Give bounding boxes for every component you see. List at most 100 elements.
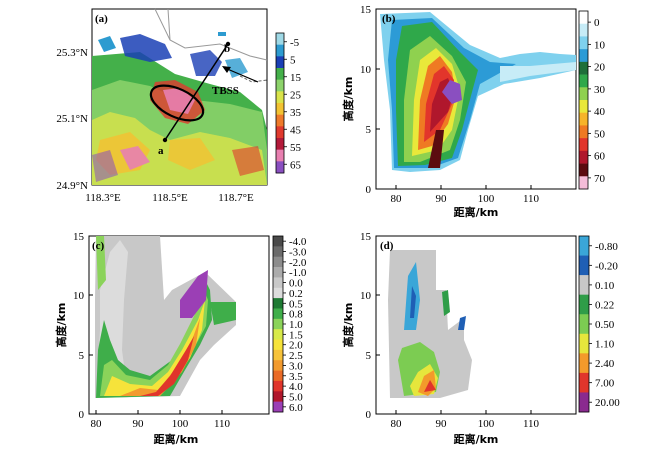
x-tick-label: 90 <box>133 418 145 430</box>
colorbar-label: 3.0 <box>289 360 303 372</box>
cell-dot <box>218 32 226 36</box>
panel-c-ylabel: 高度/km <box>54 303 68 348</box>
colorbar-label: 50 <box>594 128 606 140</box>
x-tick-label: 80 <box>391 193 403 205</box>
colorbar-swatch <box>273 349 283 361</box>
colorbar-swatch <box>276 138 284 150</box>
colorbar-label: 2.5 <box>289 350 303 362</box>
panel-c: (c) 80 90 100 110 0 5 10 15 距离/km 高度/km -4.0-3.… <box>54 231 307 446</box>
colorbar-label: 60 <box>594 151 606 163</box>
colorbar-swatch <box>276 91 284 104</box>
panel-a: (a) a b TBSS 25.3°N 25.1°N 24.9°N 118.3°… <box>56 8 302 204</box>
colorbar-swatch <box>579 255 589 276</box>
colorbar-swatch <box>276 79 284 92</box>
colorbar-label: 55 <box>290 142 302 154</box>
panel-a-label: (a) <box>95 13 108 25</box>
colorbar-label: 0 <box>594 17 600 29</box>
colorbar-label: 25 <box>290 89 302 101</box>
colorbar-a: -5 5 15 25 35 45 55 65 <box>275 32 302 174</box>
x-tick-label: 100 <box>478 418 495 430</box>
panel-c-axes: 80 90 100 110 0 5 10 15 <box>73 231 231 430</box>
colorbar-swatch <box>276 103 284 115</box>
panel-b-echo <box>380 12 576 172</box>
colorbar-swatch <box>579 112 588 126</box>
colorbar-label: 0.22 <box>595 299 614 311</box>
colorbar-swatch <box>579 11 588 25</box>
colorbar-swatch <box>276 126 284 139</box>
x-tick-label: 100 <box>172 418 189 430</box>
y-tick-label: 5 <box>366 350 372 362</box>
colorbar-swatch <box>579 314 589 335</box>
y-tick-label: 10 <box>360 64 372 76</box>
colorbar-label: 0.5 <box>289 298 303 310</box>
panel-c-xlabel: 距离/km <box>154 432 199 446</box>
colorbar-swatch <box>273 236 283 247</box>
panel-d-axes: 80 90 100 110 0 5 10 15 <box>360 231 540 430</box>
colorbar-swatch <box>273 380 283 392</box>
colorbar-swatch <box>273 370 283 382</box>
tbss-ellipse <box>149 84 205 122</box>
point-b-marker <box>225 41 231 47</box>
colorbar-swatch <box>273 360 283 371</box>
colorbar-swatch <box>579 392 589 413</box>
colorbar-label: -1.0 <box>289 267 307 279</box>
colorbar-swatch <box>273 308 283 320</box>
colorbar-label: 30 <box>594 84 606 96</box>
colorbar-b: 0 10 20 30 40 50 60 70 <box>578 10 606 190</box>
y-tick-label: 15 <box>73 231 85 243</box>
colorbar-label: 5.0 <box>289 391 303 403</box>
panel-d-xlabel: 距离/km <box>454 432 499 446</box>
y-tick-label: 0 <box>366 184 372 196</box>
colorbar-c: -4.0-3.0-2.0-1.00.00.20.50.81.01.52.02.5… <box>272 235 307 414</box>
colorbar-swatch <box>579 23 588 37</box>
colorbar-swatch <box>273 318 283 330</box>
colorbar-label: 0.2 <box>289 288 303 300</box>
colorbar-label: 1.10 <box>595 339 615 351</box>
panel-c-field <box>95 236 236 398</box>
colorbar-label: 2.0 <box>289 340 303 352</box>
colorbar-label: 15 <box>290 72 302 84</box>
colorbar-swatch <box>276 56 284 69</box>
colorbar-swatch <box>579 353 589 374</box>
lon-tick: 118.3°E <box>85 192 121 204</box>
point-a-label: a <box>158 145 164 157</box>
colorbar-swatch <box>579 176 588 190</box>
lon-tick: 118.5°E <box>152 192 188 204</box>
colorbar-swatch <box>579 36 588 50</box>
colorbar-swatch <box>579 87 588 101</box>
lon-tick: 118.7°E <box>218 192 254 204</box>
colorbar-swatch <box>579 333 589 354</box>
x-tick-label: 80 <box>391 418 403 430</box>
colorbar-swatch <box>579 125 588 139</box>
x-tick-label: 110 <box>523 418 540 430</box>
colorbar-swatch <box>579 163 588 177</box>
colorbar-swatch <box>579 150 588 164</box>
tbss-annotation: TBSS <box>212 85 239 97</box>
x-tick-label: 110 <box>214 418 231 430</box>
colorbar-swatch <box>273 256 283 268</box>
colorbar-label: 20.00 <box>595 397 620 409</box>
colorbar-swatch <box>276 44 284 57</box>
y-tick-label: 15 <box>360 4 372 16</box>
y-tick-label: 10 <box>360 290 372 302</box>
colorbar-label: 0.0 <box>289 278 303 290</box>
colorbar-swatch <box>276 149 284 162</box>
colorbar-label: -2.0 <box>289 257 307 269</box>
colorbar-swatch <box>273 277 283 289</box>
colorbar-label: 1.0 <box>289 319 303 331</box>
lat-tick: 24.9°N <box>56 180 88 192</box>
colorbar-swatch <box>579 61 588 75</box>
colorbar-swatch <box>276 161 284 174</box>
colorbar-label: 45 <box>290 124 302 136</box>
panel-b-label: (b) <box>382 13 396 25</box>
panel-c-label: (c) <box>92 240 105 252</box>
colorbar-label: -0.80 <box>595 241 618 253</box>
colorbar-swatch <box>276 68 284 80</box>
colorbar-swatch <box>273 267 283 278</box>
colorbar-label: 7.00 <box>595 378 615 390</box>
colorbar-label: 5 <box>290 54 296 66</box>
colorbar-swatch <box>579 49 588 63</box>
x-tick-label: 90 <box>436 193 448 205</box>
lat-tick: 25.1°N <box>56 113 88 125</box>
